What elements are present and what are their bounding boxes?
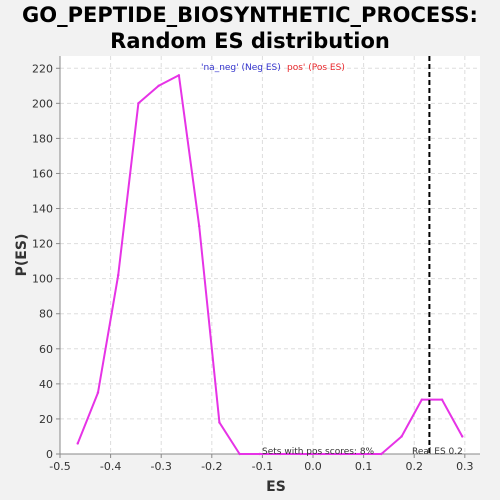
data-point — [137, 102, 140, 105]
data-point — [359, 452, 363, 456]
x-tick-label-5: 0.0 — [304, 460, 322, 473]
x-axis-label: ES — [266, 479, 286, 495]
x-tick-label-6: 0.1 — [355, 460, 373, 473]
data-point — [278, 452, 282, 456]
y-tick-label-0: 0 — [46, 448, 53, 461]
legend-neg-label: 'na_neg' (Neg ES) — [201, 63, 281, 73]
data-point — [440, 398, 444, 401]
y-tick-label-2: 40 — [39, 378, 53, 391]
x-tick-label-0: -0.5 — [49, 460, 70, 473]
y-tick-label-9: 180 — [32, 132, 53, 145]
chart-title: GO_PEPTIDE_BIOSYNTHETIC_PROCESS: Random … — [0, 2, 500, 54]
y-tick-label-4: 80 — [39, 308, 53, 321]
y-tick-label-1: 20 — [39, 413, 53, 426]
data-point — [76, 442, 79, 445]
data-point — [96, 391, 100, 394]
data-point — [116, 273, 120, 277]
data-point — [258, 452, 262, 456]
chart-title-line2: Random ES distribution — [110, 29, 390, 53]
x-tick-label-2: -0.3 — [150, 460, 171, 473]
data-point — [380, 452, 383, 456]
plot-area — [60, 56, 480, 454]
real-es-label: Real ES 0.2 — [412, 447, 463, 457]
y-axis-label: P(ES) — [14, 234, 30, 277]
data-point — [339, 452, 343, 456]
y-tick-label-6: 120 — [32, 238, 53, 251]
series-line-0 — [76, 74, 464, 455]
x-tick-label-7: 0.2 — [405, 460, 423, 473]
data-point — [299, 452, 302, 456]
x-tick-label-3: -0.2 — [201, 460, 222, 473]
y-tick-label-11: 220 — [32, 62, 53, 75]
x-tick-label-4: -0.1 — [252, 460, 273, 473]
data-point — [400, 435, 403, 438]
y-tick-label-7: 140 — [32, 203, 53, 216]
axes: 0 20 40 60 80 100 120 140 160 180 200 220 -0.5 -0.4 -0… — [32, 56, 480, 473]
y-tick-label-10: 200 — [32, 97, 53, 110]
series-layer — [76, 74, 464, 456]
chart-title-line1: GO_PEPTIDE_BIOSYNTHETIC_PROCESS: — [22, 3, 478, 27]
grid — [59, 56, 480, 455]
y-tick-label-8: 160 — [32, 167, 53, 180]
legend-pos-label: pos' (Pos ES) — [287, 63, 345, 73]
y-tick-label-3: 60 — [39, 343, 53, 356]
data-point — [461, 435, 464, 438]
x-tick-label-1: -0.4 — [100, 460, 121, 473]
data-point — [238, 452, 241, 456]
pos-scores-annotation: Sets with pos scores: 8% — [262, 447, 375, 457]
data-point — [157, 84, 160, 88]
y-tick-label-5: 100 — [32, 273, 53, 286]
data-point — [319, 452, 322, 456]
x-tick-label-8: 0.3 — [456, 460, 474, 473]
data-point — [177, 74, 181, 77]
data-point — [420, 398, 424, 401]
data-point — [197, 224, 201, 228]
data-point — [218, 421, 221, 424]
